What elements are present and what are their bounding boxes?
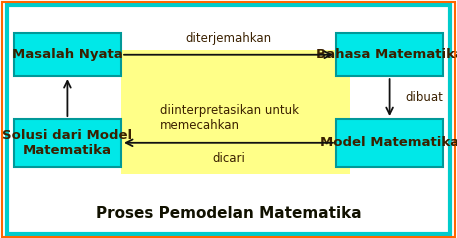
Text: Masalah Nyata: Masalah Nyata — [12, 48, 123, 61]
Text: diterjemahkan: diterjemahkan — [186, 32, 271, 45]
Bar — [121, 50, 350, 174]
Bar — [14, 119, 121, 167]
Bar — [336, 119, 443, 167]
Bar — [14, 33, 121, 76]
Text: Model Matematika: Model Matematika — [320, 136, 457, 149]
Text: Bahasa Matematika: Bahasa Matematika — [316, 48, 457, 61]
Text: Proses Pemodelan Matematika: Proses Pemodelan Matematika — [96, 206, 361, 221]
Text: dibuat: dibuat — [406, 91, 443, 104]
Text: diinterpretasikan untuk
memecahkan: diinterpretasikan untuk memecahkan — [160, 104, 299, 132]
Text: dicari: dicari — [212, 152, 245, 165]
Bar — [336, 33, 443, 76]
FancyBboxPatch shape — [7, 5, 450, 234]
Text: Solusi dari Model
Matematika: Solusi dari Model Matematika — [2, 129, 133, 157]
